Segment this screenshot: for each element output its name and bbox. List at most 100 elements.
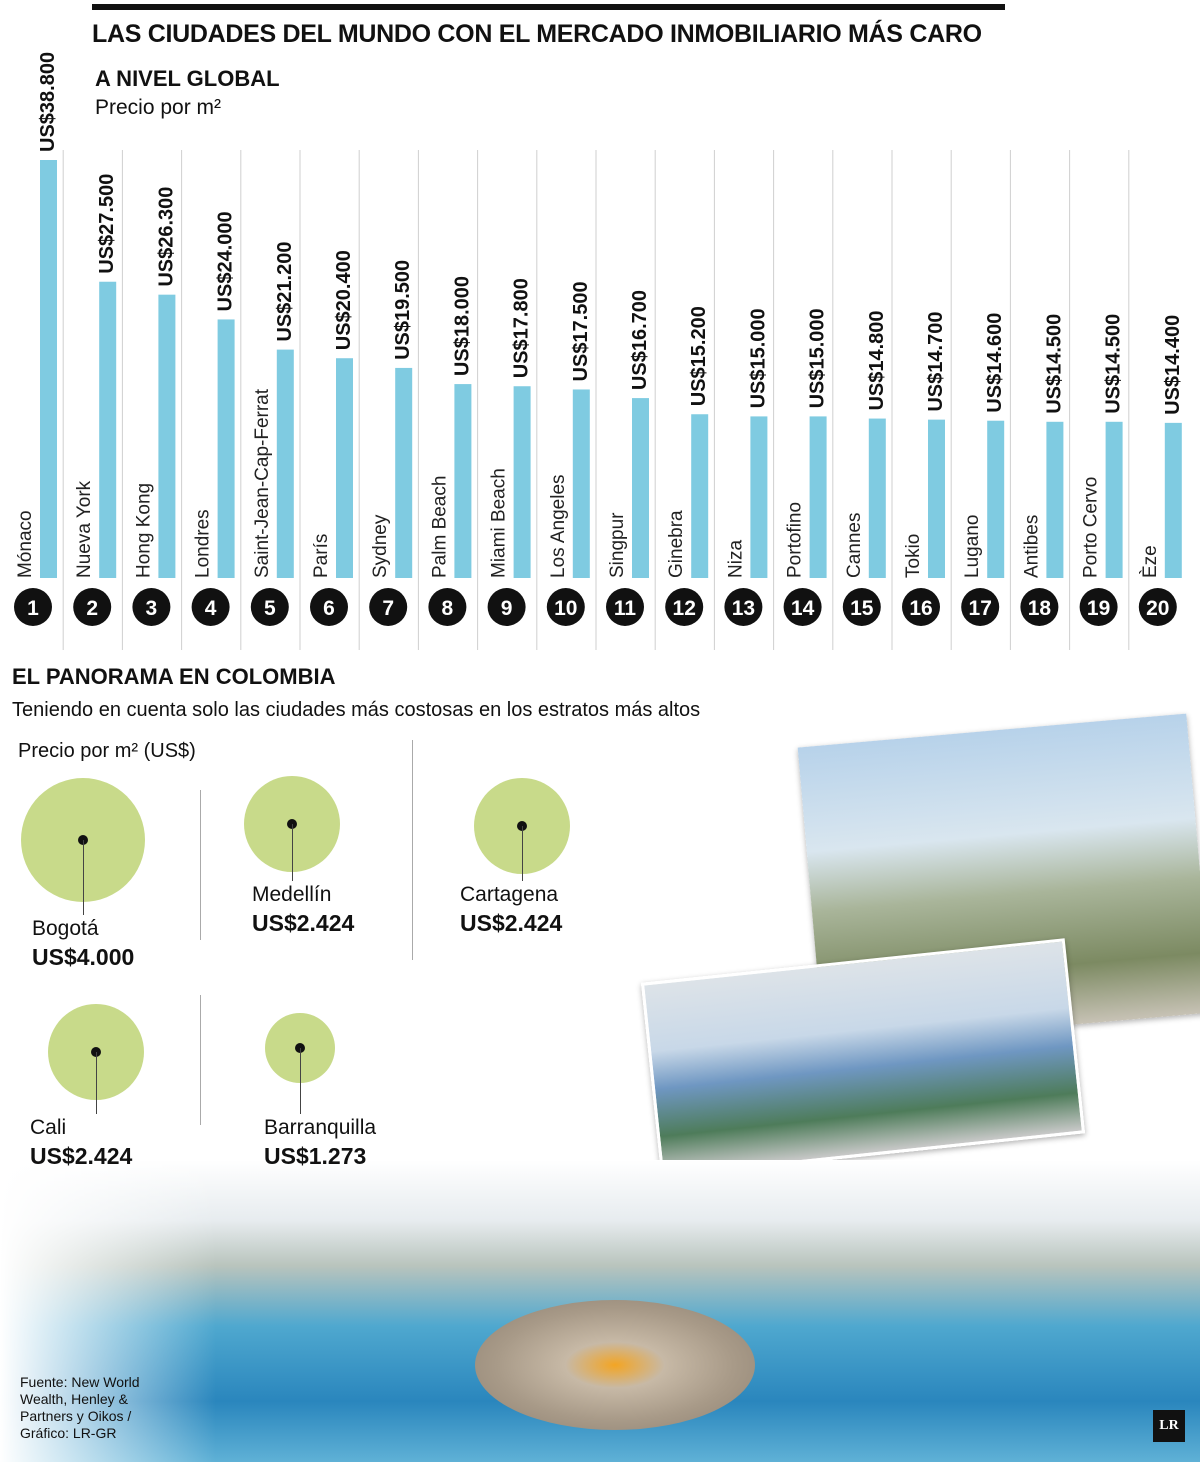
rank-number: 20	[1146, 597, 1169, 620]
bar-value-label: US$14.500	[1103, 314, 1125, 414]
rank-number: 17	[969, 597, 992, 620]
title-rule	[92, 4, 1005, 10]
rank-badge	[132, 588, 171, 626]
source-note: Fuente: New World Wealth, Henley & Partn…	[20, 1374, 140, 1441]
colombia-section-title: EL PANORAMA EN COLOMBIA	[12, 664, 336, 689]
global-bar-chart: US$38.800 Mónaco 1 US$27.500 Nueva York 2 US$2…	[14, 52, 1184, 650]
city-price: US$1.273	[264, 1143, 367, 1169]
city-name: Cali	[30, 1116, 67, 1139]
city-price: US$2.424	[252, 910, 355, 936]
rank-badge	[73, 588, 112, 626]
bar-value-label: US$14.800	[866, 310, 888, 410]
rank-badge	[783, 588, 822, 626]
rank-number: 2	[86, 597, 98, 620]
rank-badge	[369, 588, 408, 626]
city-name: Medellín	[252, 883, 332, 906]
leader-line	[83, 840, 84, 915]
global-section-title: A NIVEL GLOBAL	[95, 66, 280, 91]
rank-number: 19	[1087, 597, 1110, 620]
city-label: Cannes	[844, 513, 865, 579]
bar-value-label: US$15.000	[747, 308, 769, 408]
rank-number: 16	[909, 597, 932, 620]
global-unit-label: Precio por m²	[95, 96, 222, 119]
rank-badge	[14, 588, 52, 626]
city-name: Barranquilla	[264, 1116, 377, 1139]
city-label: Palm Beach	[429, 476, 450, 578]
terrace-sea-view-photo	[640, 938, 1086, 1178]
rank-number: 9	[501, 597, 513, 620]
bar-value-label: US$14.600	[984, 313, 1006, 413]
rank-badge	[842, 588, 881, 626]
bar-12	[691, 414, 709, 578]
firepit-photo-detail	[475, 1300, 755, 1430]
bar-value-label: US$38.800	[37, 52, 59, 152]
rank-number: 12	[673, 597, 696, 620]
city-label: Niza	[725, 540, 746, 578]
rank-number: 8	[442, 597, 454, 620]
city-label: Saint-Jean-Cap-Ferrat	[252, 388, 273, 578]
bar-19	[1105, 421, 1123, 578]
city-label: Antibes	[1021, 515, 1042, 578]
rank-badge	[724, 588, 763, 626]
rank-number: 13	[732, 597, 755, 620]
bar-5	[276, 349, 294, 578]
city-label: Nueva York	[74, 480, 95, 578]
city-name: Cartagena	[460, 883, 559, 906]
bar-value-label: US$14.500	[1043, 314, 1065, 414]
bar-value-label: US$19.500	[392, 260, 414, 360]
rank-number: 14	[791, 597, 815, 620]
rank-number: 11	[614, 597, 637, 620]
rank-number: 10	[554, 597, 577, 620]
bar-8	[454, 384, 472, 578]
rank-badge	[428, 588, 467, 626]
bar-value-label: US$16.700	[629, 290, 651, 390]
city-label: Tokio	[903, 534, 924, 578]
city-label: París	[311, 534, 332, 578]
infographic-title: LAS CIUDADES DEL MUNDO CON EL MERCADO IN…	[92, 20, 982, 48]
bar-value-label: US$17.500	[570, 281, 592, 381]
rank-badge	[250, 588, 289, 626]
rank-badge	[310, 588, 348, 626]
bar-value-label: US$21.200	[274, 242, 296, 342]
city-price: US$4.000	[32, 944, 135, 970]
leader-line	[300, 1048, 301, 1114]
bar-18	[1046, 421, 1064, 578]
city-label: Ginebra	[666, 510, 687, 578]
bar-value-label: US$20.400	[333, 250, 355, 350]
city-label: Èze	[1140, 545, 1161, 578]
rank-number: 4	[205, 597, 217, 620]
city-label: Sydney	[370, 514, 391, 578]
bar-16	[928, 419, 945, 578]
bar-4	[217, 319, 235, 578]
city-label: Portofino	[785, 502, 806, 578]
city-label: Los Angeles	[548, 474, 569, 578]
rank-number: 7	[382, 597, 394, 620]
city-label: Porto Cervo	[1081, 477, 1102, 578]
rank-badge	[546, 588, 585, 626]
leader-line	[96, 1052, 97, 1114]
bar-11	[632, 398, 649, 578]
rank-badge	[1020, 588, 1059, 626]
rank-badge	[1079, 588, 1118, 626]
colombia-subtitle: Teniendo en cuenta solo las ciudades más…	[12, 699, 701, 721]
city-label: Miami Beach	[489, 468, 510, 578]
city-label: Singpur	[607, 512, 628, 578]
bar-15	[868, 418, 886, 578]
rank-number: 5	[264, 597, 276, 620]
bar-value-label: US$18.000	[451, 276, 473, 376]
city-label: Lugano	[962, 515, 983, 578]
rank-number: 18	[1028, 597, 1052, 620]
bar-20	[1164, 422, 1182, 578]
bar-value-label: US$27.500	[96, 174, 118, 274]
bar-value-label: US$26.300	[155, 187, 177, 287]
bar-value-label: US$14.700	[925, 312, 947, 412]
lr-logo: LR	[1153, 1410, 1185, 1442]
bubble-divider	[200, 790, 201, 940]
bar-value-label: US$17.800	[511, 278, 533, 378]
rank-badge	[191, 588, 230, 626]
rank-badge	[961, 588, 1000, 626]
bar-7	[395, 367, 413, 578]
city-price: US$2.424	[30, 1143, 133, 1169]
bubble-divider	[200, 995, 201, 1125]
city-label: Londres	[193, 509, 214, 578]
